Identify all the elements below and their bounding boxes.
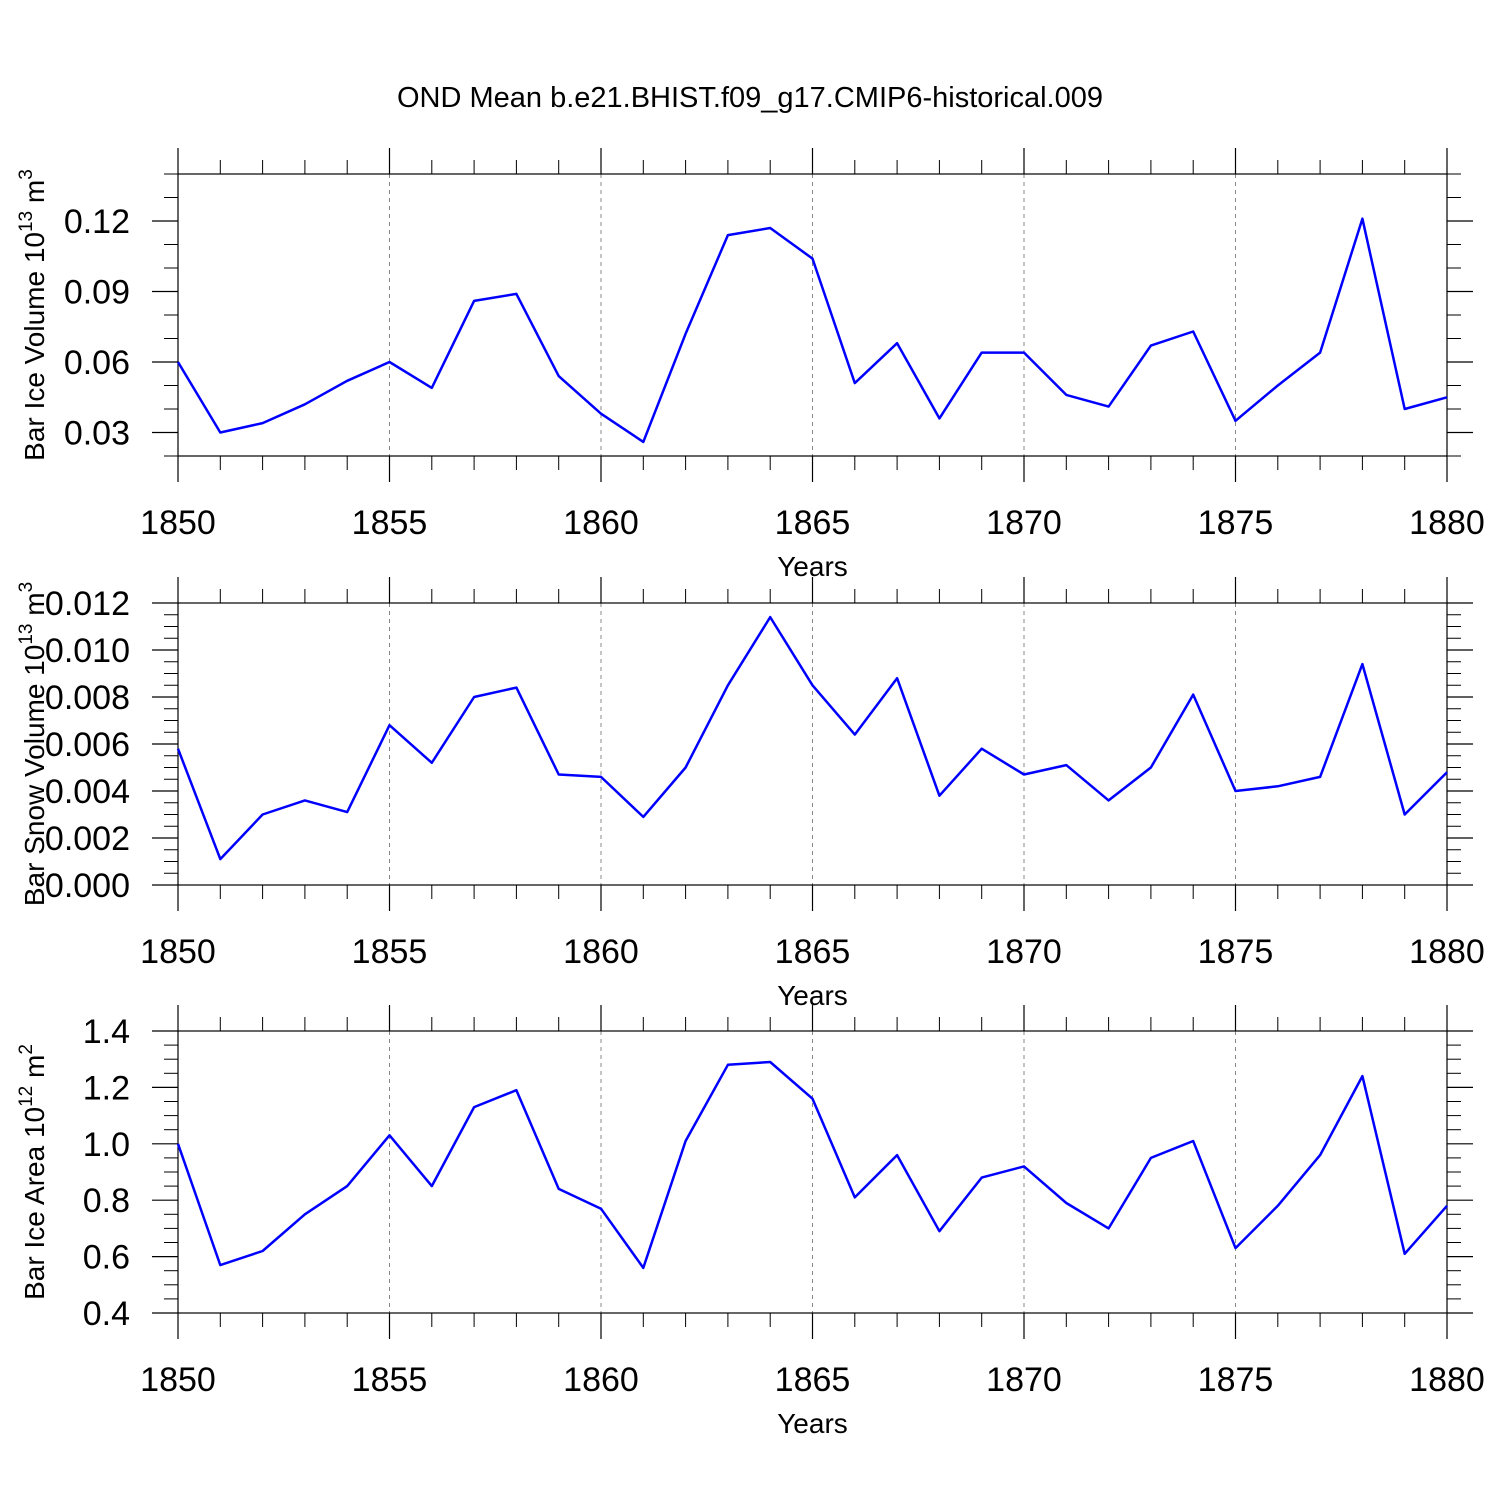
x-tick-label: 1855 [352,933,428,971]
x-tick-label: 1850 [140,1361,216,1399]
y-tick-label: 0.004 [45,773,130,811]
x-tick-label: 1850 [140,504,216,542]
series-line [176,615,1448,861]
panel-1: 1850 1855 1860 1865 1870 1875 1880 0.03 0.06 0.09… [16,148,1485,582]
y-axis-label: Bar Snow Volume 1013 m3 [16,582,50,906]
x-tick-label: 1875 [1198,1361,1274,1399]
x-tick-label: 1880 [1409,1361,1485,1399]
y-axis-label-text: Bar Snow Volume 10 [19,645,50,907]
y-axis-label: Bar Ice Area 1012 m2 [16,1044,50,1300]
panel-2: 1850 1855 1860 1865 1870 1875 1880 0.000 0.002 0.… [16,577,1485,1011]
y-axis-label-text: m [19,1055,50,1086]
y-tick-label: 0.008 [45,679,130,717]
x-tick-label: 1865 [775,1361,851,1399]
y-tick-label: 0.6 [83,1239,130,1277]
x-tick-label: 1880 [1409,933,1485,971]
x-tick-label: 1855 [352,504,428,542]
panel-3: 1850 1855 1860 1865 1870 1875 1880 0.4 0.6 0.8 1.0… [16,1005,1485,1439]
y-axis-label-text: Bar Ice Area 10 [19,1107,50,1300]
y-tick-label: 0.09 [64,274,130,312]
y-axis-label-text: Bar Ice Volume 10 [19,232,50,461]
x-tick-label: 1875 [1198,933,1274,971]
x-tick-label: 1860 [563,504,639,542]
y-axis-label-superscript: 3 [16,582,37,593]
y-axis-label-superscript: 12 [16,1086,37,1107]
y-tick-label: 0.002 [45,820,130,858]
x-tick-label: 1865 [775,504,851,542]
x-tick-label: 1855 [352,1361,428,1399]
x-tick-label: 1860 [563,1361,639,1399]
x-axis-label: Years [777,551,848,582]
x-tick-label: 1860 [563,933,639,971]
y-tick-label: 1.2 [83,1069,130,1107]
x-tick-label: 1875 [1198,504,1274,542]
y-axis-label-superscript: 13 [16,211,37,232]
x-tick-label: 1850 [140,933,216,971]
y-tick-label: 0.006 [45,726,130,764]
y-tick-label: 0.03 [64,415,130,453]
y-tick-label: 1.0 [83,1126,130,1164]
y-tick-label: 0.010 [45,632,130,670]
series-line [176,217,1448,444]
x-tick-label: 1870 [986,1361,1062,1399]
x-tick-label: 1865 [775,933,851,971]
y-tick-label: 1.4 [83,1013,130,1051]
y-axis-label-text: m [19,180,50,211]
y-axis-label-superscript: 13 [16,624,37,645]
x-tick-label: 1870 [986,504,1062,542]
y-axis-label-text: m [19,592,50,623]
y-axis-label-superscript: 2 [16,1044,37,1055]
y-tick-label: 0.8 [83,1182,130,1220]
x-axis-label: Years [777,1408,848,1439]
x-tick-label: 1870 [986,933,1062,971]
x-tick-label: 1880 [1409,504,1485,542]
series-line [176,1060,1448,1270]
y-tick-label: 0.12 [64,203,130,241]
y-tick-label: 0.012 [45,585,130,623]
y-tick-label: 0.4 [83,1295,130,1333]
y-axis-label-superscript: 3 [16,169,37,180]
y-tick-label: 0.06 [64,344,130,382]
chart-title: OND Mean b.e21.BHIST.f09_g17.CMIP6-histo… [396,82,1103,114]
y-tick-label: 0.000 [45,867,130,905]
y-axis-label: Bar Ice Volume 1013 m3 [16,169,50,461]
